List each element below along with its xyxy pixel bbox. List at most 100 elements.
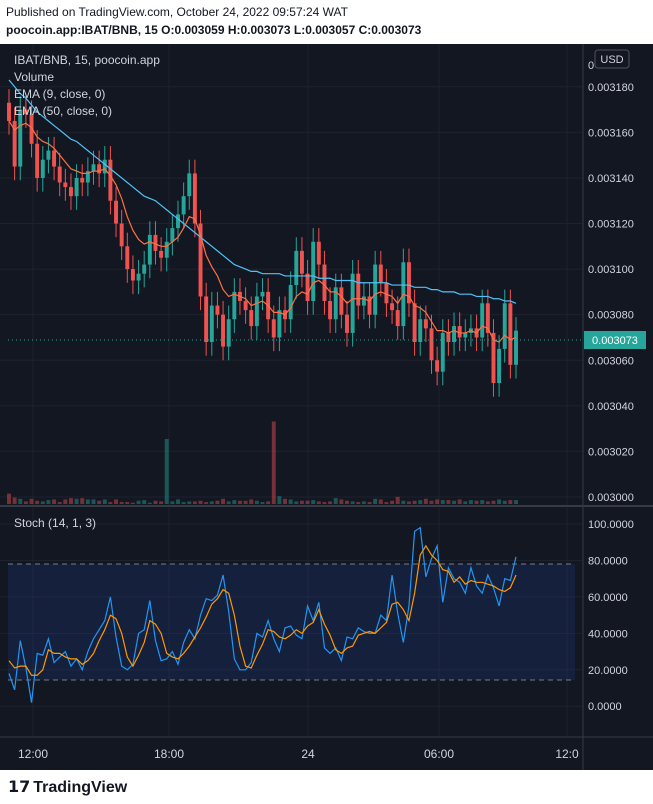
currency-badge[interactable] [594, 49, 630, 69]
candle-body[interactable] [142, 264, 147, 274]
candle-body[interactable] [108, 159, 113, 201]
candle-body[interactable] [91, 164, 96, 172]
candle-body[interactable] [277, 310, 282, 338]
candle-body[interactable] [294, 250, 299, 286]
candle-body[interactable] [226, 319, 231, 347]
candle-body[interactable] [508, 303, 513, 365]
candle-body[interactable] [373, 264, 378, 315]
candle-body[interactable] [68, 187, 73, 197]
candle-body[interactable] [192, 173, 197, 224]
candle-body[interactable] [136, 273, 141, 281]
candle-body[interactable] [271, 319, 276, 338]
candle-body[interactable] [52, 150, 57, 167]
candle-body[interactable] [452, 326, 457, 343]
candle-body[interactable] [412, 303, 417, 343]
candlesticks[interactable] [7, 89, 518, 397]
candle-body[interactable] [406, 262, 411, 304]
candle-body[interactable] [350, 273, 355, 333]
candle-body[interactable] [440, 332, 445, 372]
candle-body[interactable] [215, 305, 220, 315]
chart-canvas[interactable]: 0.003180 0.003160 0.003140 0.003120 0.003100… [0, 44, 653, 770]
tradingview-logo[interactable]: 17 TradingView [8, 777, 127, 797]
candle-body[interactable] [429, 328, 434, 361]
candle-body[interactable] [114, 200, 119, 224]
candle-body[interactable] [333, 287, 338, 320]
time-axis[interactable]: 12:00 18:00 24 06:00 12:0 [18, 747, 579, 761]
volume-bar [305, 500, 310, 504]
candle-body[interactable] [232, 291, 237, 320]
candle-body[interactable] [57, 166, 62, 183]
candle-body[interactable] [12, 120, 17, 167]
chart-area[interactable]: 0.003180 0.003160 0.003140 0.003120 0.003100… [0, 44, 653, 770]
price-tick-label: 0.003060 [588, 355, 634, 367]
candle-body[interactable] [418, 319, 423, 343]
candle-body[interactable] [204, 296, 209, 343]
candle-body[interactable] [80, 177, 85, 183]
candle-body[interactable] [63, 182, 68, 188]
candle-body[interactable] [491, 332, 496, 384]
candle-body[interactable] [74, 177, 79, 197]
candle-body[interactable] [170, 228, 175, 242]
candle-body[interactable] [339, 287, 344, 315]
candle-body[interactable] [305, 273, 310, 302]
candle-body[interactable] [502, 303, 507, 349]
volume-bar [474, 500, 479, 504]
candle-body[interactable] [35, 143, 40, 178]
candle-body[interactable] [361, 296, 366, 306]
candle-body[interactable] [18, 109, 23, 167]
candle-body[interactable] [221, 314, 226, 347]
stoch-axis[interactable]: 100.0000 80.0000 60.0000 40.0000 20.0000 0.00… [588, 519, 634, 713]
candle-body[interactable] [390, 303, 395, 311]
candle-body[interactable] [316, 241, 321, 265]
candle-body[interactable] [130, 269, 135, 281]
candle-body[interactable] [187, 173, 192, 197]
candle-body[interactable] [181, 196, 186, 215]
candle-body[interactable] [119, 223, 124, 247]
candle-body[interactable] [311, 241, 316, 302]
volume-bar [468, 500, 473, 504]
candle-body[interactable] [299, 250, 304, 274]
candle-body[interactable] [485, 303, 490, 333]
candle-body[interactable] [125, 246, 130, 270]
candle-body[interactable] [164, 241, 169, 258]
candle-body[interactable] [497, 348, 502, 384]
candle-body[interactable] [198, 223, 203, 297]
candle-body[interactable] [102, 159, 107, 174]
candle-body[interactable] [176, 214, 180, 229]
candle-body[interactable] [514, 330, 518, 365]
candle-body[interactable] [249, 310, 254, 327]
candle-body[interactable] [356, 273, 361, 306]
volume-bar [435, 499, 440, 504]
candle-body[interactable] [322, 264, 327, 302]
candle-body[interactable] [97, 164, 102, 174]
price-axis[interactable]: 0.003180 0.003160 0.003140 0.003120 0.003100… [588, 82, 634, 504]
volume-bar [266, 501, 271, 504]
candle-body[interactable] [367, 296, 372, 315]
candle-body[interactable] [209, 305, 214, 343]
volume-bar [159, 501, 164, 504]
candle-body[interactable] [435, 360, 440, 372]
candle-body[interactable] [147, 234, 152, 265]
candle-body[interactable] [260, 291, 265, 297]
candle-body[interactable] [23, 109, 28, 115]
candle-body[interactable] [378, 264, 383, 283]
candle-body[interactable] [395, 310, 400, 327]
candle-body[interactable] [243, 301, 248, 311]
candle-body[interactable] [46, 150, 51, 160]
candle-body[interactable] [288, 285, 293, 320]
volume-bar [367, 502, 372, 504]
candle-body[interactable] [457, 326, 462, 338]
candle-body[interactable] [345, 314, 349, 333]
candle-body[interactable] [480, 303, 485, 338]
candle-body[interactable] [85, 171, 90, 183]
candle-body[interactable] [463, 332, 468, 338]
candle-body[interactable] [446, 332, 451, 343]
candle-body[interactable] [254, 296, 259, 327]
candle-body[interactable] [423, 319, 428, 329]
candle-body[interactable] [159, 250, 164, 258]
candle-body[interactable] [153, 234, 158, 251]
candle-body[interactable] [40, 159, 45, 178]
candle-body[interactable] [328, 301, 333, 320]
candle-body[interactable] [384, 282, 389, 304]
candle-body[interactable] [7, 102, 11, 121]
